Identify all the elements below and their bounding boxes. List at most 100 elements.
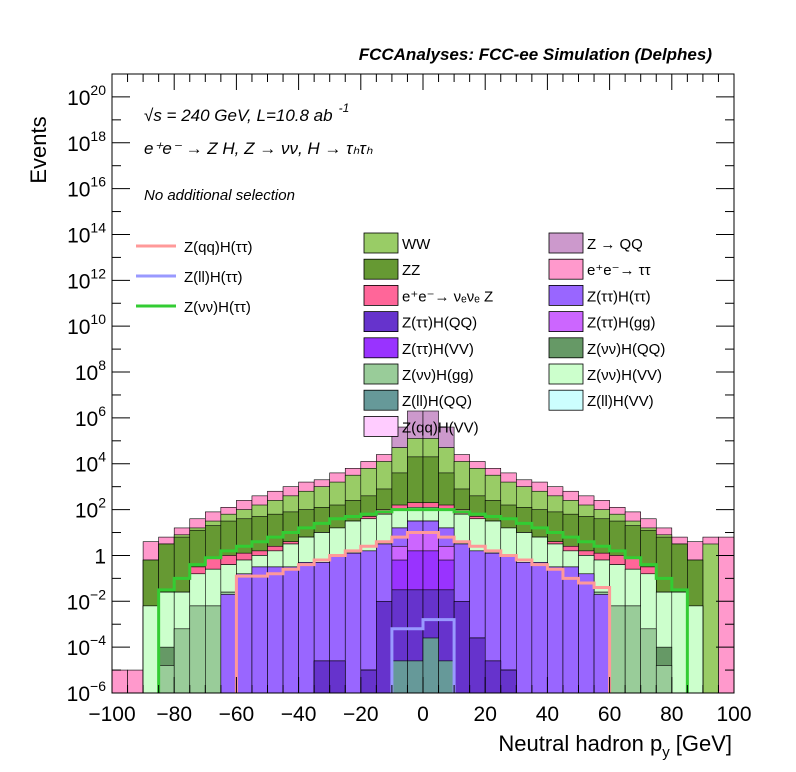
y-tick-label: 106 xyxy=(75,403,106,431)
bar-z-tautau-h-tautau-bin-29 xyxy=(562,566,579,694)
bar-z-nunu-h-gg-bin-35 xyxy=(655,665,673,694)
y-tick-label: 1012 xyxy=(67,265,106,293)
y-tick-exponent: 10 xyxy=(90,311,106,327)
x-tick-label: 0 xyxy=(417,703,429,726)
x-tick-label: −60 xyxy=(219,703,255,726)
y-tick-base: 10 xyxy=(75,362,98,385)
bar-z-nunu-h-gg-bin-32 xyxy=(609,605,626,694)
y-tick-label: 1 xyxy=(94,545,106,568)
y-tick-exponent: −2 xyxy=(90,586,106,602)
bar-z-tautau-h-qq-bin-24 xyxy=(484,660,502,694)
bar-z-tautau-h-tautau-bin-11 xyxy=(282,566,299,694)
bar-z-nunu-h-gg-bin-5 xyxy=(189,605,206,694)
y-tick-base: 10 xyxy=(67,224,90,247)
legend-swatch-z-nunu-h-qq xyxy=(548,337,584,359)
energy-text: √s = 240 GeV, L=10.8 ab xyxy=(144,106,333,125)
y-tick-base: 10 xyxy=(67,270,90,293)
legend-label-z-tautau-h-vv: Z(ττ)H(VV) xyxy=(402,341,474,358)
legend-swatch-z-tautau-h-gg xyxy=(548,311,584,333)
legend-swatch-z-nunu-h-vv xyxy=(548,363,584,385)
bar-z-tautau-h-tautau-bin-12 xyxy=(298,562,315,694)
y-tick-label: 108 xyxy=(75,357,106,385)
bar-z-tautau-h-tautau-bin-10 xyxy=(267,566,284,694)
legend-swatch-z-to-qq xyxy=(548,232,584,254)
y-tick-base: 10 xyxy=(67,179,90,202)
bar-z-nunu-h-gg-bin-3 xyxy=(158,665,175,694)
bar-z-tautau-h-qq-bin-13 xyxy=(313,660,330,694)
y-tick-exponent: −6 xyxy=(90,678,106,694)
y-tick-base: 10 xyxy=(75,500,98,523)
x-axis-label-sub: y xyxy=(662,744,670,761)
x-tick-label: −20 xyxy=(343,703,379,726)
x-axis-label-unit: [GeV] xyxy=(676,731,732,756)
x-tick-labels: −100 −80 −60 −40 −20 0 20 40 60 80 100 xyxy=(88,703,751,726)
y-tick-exponent: 8 xyxy=(98,357,106,373)
y-tick-label: 1014 xyxy=(67,219,106,247)
legend-label-z-ll-h-vv: Z(ll)H(VV) xyxy=(587,393,654,410)
bar-e-e-to-tautau-bin-1 xyxy=(127,669,144,694)
bar-z-ll-h-qq-bin-18 xyxy=(391,660,408,694)
series-z-tautau-h-qq xyxy=(313,589,517,694)
bar-z-tautau-h-tautau-bin-8 xyxy=(236,573,253,694)
y-tick-label: 10−4 xyxy=(67,632,107,660)
series-z-ll-h-qq xyxy=(391,637,455,694)
bar-z-nunu-h-vv-bin-2 xyxy=(142,605,159,694)
legend-label-z-qq-h-tautau: Z(qq)H(ττ) xyxy=(184,239,253,256)
y-tick-base: 10 xyxy=(75,408,98,431)
legend-label-zz: ZZ xyxy=(402,262,420,279)
bar-z-nunu-h-gg-bin-6 xyxy=(205,605,222,694)
legend-swatch-e-e-to-tautau xyxy=(548,258,584,280)
bar-z-tautau-h-tautau-bin-26 xyxy=(515,562,533,694)
x-tick-label: 40 xyxy=(536,703,559,726)
legend-label-z-nunu-h-vv: Z(νν)H(VV) xyxy=(587,367,662,384)
signal-z-qq-h-tautau xyxy=(234,531,612,693)
legend-swatch-zz xyxy=(363,258,399,280)
legend: Z(qq)H(ττ) Z(ll)H(ττ) Z(νν)H(ττ) WW ZZ e⁺e⁻→ … xyxy=(136,232,665,437)
bar-z-ll-h-qq-bin-19 xyxy=(407,660,424,694)
y-tick-label: 102 xyxy=(75,495,106,523)
bar-z-tautau-h-qq-bin-22 xyxy=(453,600,470,694)
bar-z-nunu-h-vv-bin-36 xyxy=(671,591,688,694)
y-tick-exponent: 6 xyxy=(98,403,106,419)
y-tick-exponent: 16 xyxy=(90,174,106,190)
y-tick-exponent: −4 xyxy=(90,632,106,648)
y-tick-label: 10−6 xyxy=(67,678,107,706)
legend-swatch-z-nunu-h-gg xyxy=(363,363,399,385)
y-tick-exponent: 2 xyxy=(98,495,106,511)
bar-z-nunu-h-gg-bin-4 xyxy=(173,628,191,694)
bar-z-nunu-h-gg-bin-34 xyxy=(640,628,657,694)
legend-label-z-ll-h-tautau: Z(ll)H(ττ) xyxy=(184,269,243,286)
bar-z-tautau-h-tautau-bin-27 xyxy=(531,562,548,694)
bar-z-tautau-h-qq-bin-14 xyxy=(329,660,346,694)
y-tick-label: 1020 xyxy=(67,82,106,110)
selection-annotation: No additional selection xyxy=(144,187,295,204)
x-tick-label: 20 xyxy=(474,703,497,726)
chart-title: FCCAnalyses: FCC-ee Simulation (Delphes) xyxy=(359,45,713,64)
y-tick-base: 10 xyxy=(67,87,90,110)
x-tick-label: −40 xyxy=(281,703,317,726)
legend-label-z-nunu-h-tautau: Z(νν)H(ττ) xyxy=(184,299,251,316)
y-tick-base: 10 xyxy=(67,591,90,614)
x-axis-label-main: Neutral hadron p xyxy=(498,731,662,756)
signal-z-nunu-h-tautau xyxy=(157,508,689,693)
legend-label-z-tautau-h-gg: Z(ττ)H(gg) xyxy=(587,315,656,332)
stacked-histogram xyxy=(111,410,735,694)
signal-z-ll-h-tautau xyxy=(390,618,456,693)
legend-swatch-z-ll-h-qq xyxy=(363,389,399,411)
bar-z-tautau-h-qq-bin-25 xyxy=(500,669,517,694)
y-tick-base: 1 xyxy=(94,545,106,568)
x-tick-label: 100 xyxy=(716,703,751,726)
legend-label-z-to-qq: Z → QQ xyxy=(587,236,643,253)
energy-exponent: -1 xyxy=(339,101,350,115)
bar-z-tautau-h-tautau-bin-30 xyxy=(578,573,595,694)
bar-z-tautau-h-qq-bin-17 xyxy=(376,600,393,694)
legend-swatch-z-tautau-h-qq xyxy=(363,311,399,333)
y-tick-base: 10 xyxy=(67,637,90,660)
bar-z-ll-h-qq-bin-21 xyxy=(438,660,455,694)
bar-z-nunu-h-gg-bin-33 xyxy=(624,605,642,694)
x-tick-label: 80 xyxy=(660,703,683,726)
legend-swatch-ww xyxy=(363,232,399,254)
y-tick-base: 10 xyxy=(75,454,98,477)
legend-swatch-z-ll-h-vv xyxy=(548,389,584,411)
bar-e-e-to-tautau-bin-0 xyxy=(111,669,128,694)
